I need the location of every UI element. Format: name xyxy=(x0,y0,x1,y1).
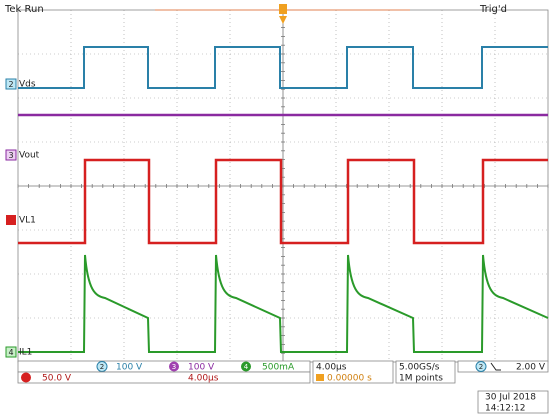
channel-badge xyxy=(241,361,251,372)
timebase-box xyxy=(312,360,394,384)
trigger-position-icon xyxy=(316,374,324,381)
math-time: 4.00µs xyxy=(188,374,219,384)
trigger-box xyxy=(457,360,549,373)
timebase-scale: 4.00µs xyxy=(316,363,347,373)
run-status: Tek Run xyxy=(4,4,44,15)
trigger-state: Trig'd xyxy=(479,4,507,15)
il1-waveform xyxy=(18,254,549,353)
math-marker xyxy=(6,215,16,225)
datetime-box xyxy=(477,390,549,414)
time: 14:12:12 xyxy=(485,404,525,414)
channel-badge xyxy=(96,361,108,372)
math-scale: 50.0 V xyxy=(42,374,72,384)
channel-marker xyxy=(5,346,17,358)
channel-scale: 100 V xyxy=(188,363,215,373)
record-length: 1M points xyxy=(399,374,443,384)
date: 30 Jul 2018 xyxy=(485,393,536,403)
vds-waveform xyxy=(18,46,548,89)
trigger-slope-icon xyxy=(490,362,501,371)
channel-label: VL1 xyxy=(19,216,36,226)
acquisition-box xyxy=(395,360,456,384)
channel-number: 2 xyxy=(100,363,104,371)
trigger-source: 2 xyxy=(479,363,483,371)
graticule xyxy=(17,9,549,363)
channel-badge xyxy=(169,361,179,372)
timebase-position: 0.00000 s xyxy=(327,374,372,384)
channel-number: 3 xyxy=(172,363,176,371)
channel-scale: 100 V xyxy=(116,363,143,373)
math-box xyxy=(17,371,311,384)
channel-number: 4 xyxy=(244,363,249,371)
trigger-source-badge xyxy=(475,361,487,372)
channel-label: Vds xyxy=(19,80,36,90)
trigger-level: 2.00 V xyxy=(516,363,546,373)
trigger-position-marker xyxy=(279,4,287,14)
channel-label: IL1 xyxy=(19,348,32,358)
sample-rate: 5.00GS/s xyxy=(399,363,440,373)
channel-number: 3 xyxy=(8,151,13,160)
channel-marker xyxy=(5,78,17,90)
channel-label: Vout xyxy=(19,151,40,161)
math-badge xyxy=(21,372,31,383)
channel-scale: 500mA xyxy=(262,363,295,373)
channel-number: 2 xyxy=(8,80,13,89)
channel-marker xyxy=(5,149,17,161)
trigger-arrow xyxy=(279,16,287,24)
channel-number: 4 xyxy=(8,348,13,357)
vl1-waveform xyxy=(18,158,548,245)
